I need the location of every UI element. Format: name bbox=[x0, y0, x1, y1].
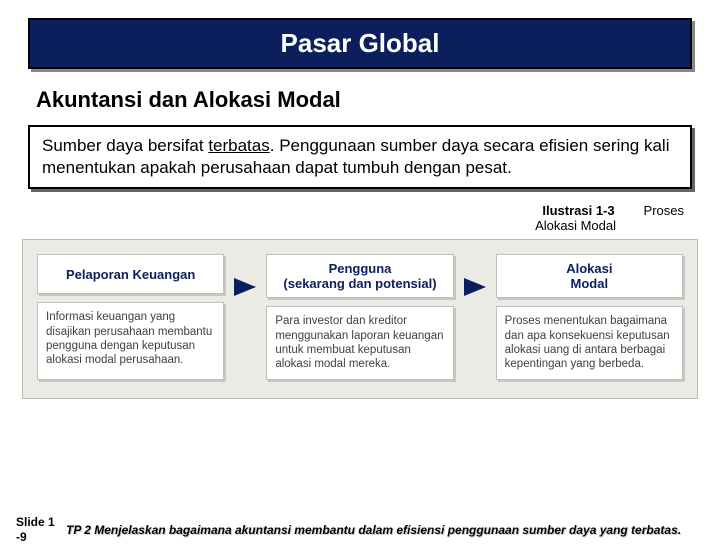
col-header: Pengguna (sekarang dan potensial) bbox=[266, 254, 453, 298]
col-desc: Informasi keuangan yang disajikan perusa… bbox=[37, 302, 224, 380]
caption-right: Proses bbox=[644, 203, 684, 218]
page-title: Pasar Global bbox=[281, 28, 440, 58]
arrow-icon bbox=[232, 274, 258, 300]
subtitle: Akuntansi dan Alokasi Modal bbox=[36, 87, 720, 113]
learning-objective: TP 2 Menjelaskan bagaimana akuntansi mem… bbox=[66, 523, 698, 537]
col-header: Alokasi Modal bbox=[496, 254, 683, 298]
diagram-col-3: Alokasi Modal Proses menentukan bagaiman… bbox=[496, 254, 683, 380]
illustration-caption: Ilustrasi 1-3 Proses Alokasi Modal bbox=[0, 203, 684, 233]
body-text-box: Sumber daya bersifat terbatas. Penggunaa… bbox=[28, 125, 692, 189]
slide-num-line2: -9 bbox=[16, 530, 27, 544]
col-desc: Para investor dan kreditor menggunakan l… bbox=[266, 306, 453, 380]
caption-label: Ilustrasi 1-3 bbox=[542, 203, 614, 218]
col-header: Pelaporan Keuangan bbox=[37, 254, 224, 294]
col-desc: Proses menentukan bagaimana dan apa kons… bbox=[496, 306, 683, 380]
diagram: Pelaporan Keuangan Informasi keuangan ya… bbox=[22, 239, 698, 399]
body-pre: Sumber daya bersifat bbox=[42, 136, 208, 155]
body-underlined: terbatas bbox=[208, 136, 269, 155]
arrow-icon bbox=[462, 274, 488, 300]
title-bar: Pasar Global bbox=[28, 18, 692, 69]
slide-num-line1: Slide 1 bbox=[16, 515, 55, 529]
diagram-col-1: Pelaporan Keuangan Informasi keuangan ya… bbox=[37, 254, 224, 380]
caption-sub: Alokasi Modal bbox=[535, 218, 616, 233]
diagram-col-2: Pengguna (sekarang dan potensial) Para i… bbox=[266, 254, 453, 380]
